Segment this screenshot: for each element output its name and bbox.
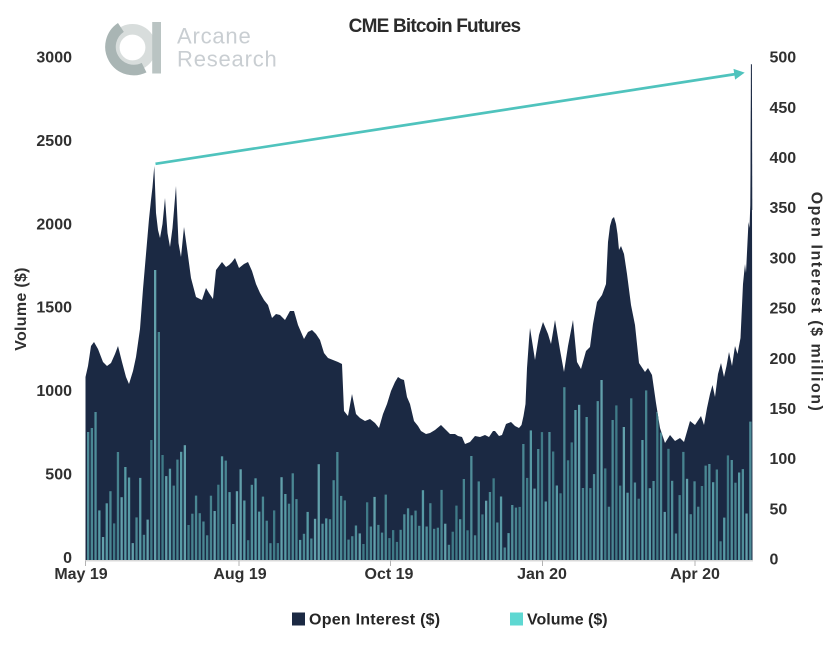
svg-text:500: 500 (770, 50, 797, 67)
svg-text:0: 0 (770, 552, 779, 569)
svg-text:Volume ($): Volume ($) (527, 612, 608, 629)
svg-text:Open Interest ($): Open Interest ($) (309, 612, 440, 629)
svg-text:Oct 19: Oct 19 (365, 566, 414, 583)
svg-text:450: 450 (770, 100, 797, 117)
svg-text:0: 0 (63, 550, 72, 567)
svg-text:50: 50 (770, 501, 788, 518)
svg-text:May 19: May 19 (54, 566, 107, 583)
svg-text:300: 300 (770, 250, 797, 267)
svg-text:3000: 3000 (36, 50, 72, 67)
svg-text:350: 350 (770, 200, 797, 217)
svg-text:250: 250 (770, 301, 797, 318)
svg-text:2000: 2000 (36, 216, 72, 233)
svg-text:Aug 19: Aug 19 (213, 566, 266, 583)
svg-text:Jan 20: Jan 20 (517, 566, 567, 583)
svg-text:Research: Research (177, 46, 278, 71)
svg-text:1500: 1500 (36, 300, 72, 317)
svg-text:2500: 2500 (36, 133, 72, 150)
svg-text:Open Interest ($ million): Open Interest ($ million) (808, 192, 825, 413)
svg-text:Apr 20: Apr 20 (670, 566, 720, 583)
svg-text:100: 100 (770, 451, 797, 468)
svg-text:1000: 1000 (36, 383, 72, 400)
svg-text:200: 200 (770, 351, 797, 368)
svg-text:150: 150 (770, 401, 797, 418)
svg-text:500: 500 (45, 466, 72, 483)
svg-text:Volume ($): Volume ($) (13, 267, 30, 351)
svg-text:Arcane: Arcane (177, 24, 252, 49)
svg-text:400: 400 (770, 150, 797, 167)
svg-text:CME Bitcoin Futures: CME Bitcoin Futures (349, 16, 521, 37)
